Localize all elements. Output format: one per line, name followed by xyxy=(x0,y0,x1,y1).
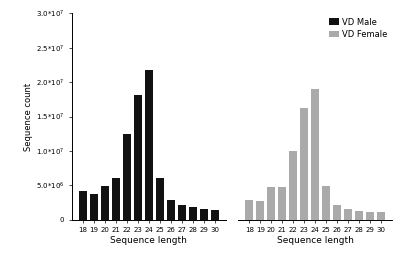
Bar xyxy=(333,205,341,220)
Y-axis label: Sequence count: Sequence count xyxy=(24,83,33,151)
Bar xyxy=(300,108,308,220)
Bar xyxy=(366,211,374,220)
Bar xyxy=(311,89,319,220)
Legend: VD Male, VD Female: VD Male, VD Female xyxy=(329,18,388,39)
Bar xyxy=(355,211,363,220)
Bar xyxy=(256,201,264,220)
Bar xyxy=(156,178,164,220)
Bar xyxy=(167,200,175,220)
Bar xyxy=(322,186,330,220)
Bar xyxy=(189,207,197,220)
Bar xyxy=(145,70,153,220)
X-axis label: Sequence length: Sequence length xyxy=(277,236,354,245)
X-axis label: Sequence length: Sequence length xyxy=(110,236,187,245)
Bar xyxy=(134,95,142,220)
Bar xyxy=(178,205,186,220)
Bar xyxy=(112,178,120,220)
Bar xyxy=(289,151,297,220)
Bar xyxy=(211,210,219,220)
Bar xyxy=(79,191,87,220)
Bar xyxy=(377,212,385,220)
Bar xyxy=(101,186,109,220)
Bar xyxy=(90,194,98,220)
Bar xyxy=(278,187,286,220)
Bar xyxy=(267,187,275,220)
Bar xyxy=(123,134,131,220)
Bar xyxy=(245,200,253,220)
Bar xyxy=(200,210,208,220)
Bar xyxy=(344,209,352,220)
